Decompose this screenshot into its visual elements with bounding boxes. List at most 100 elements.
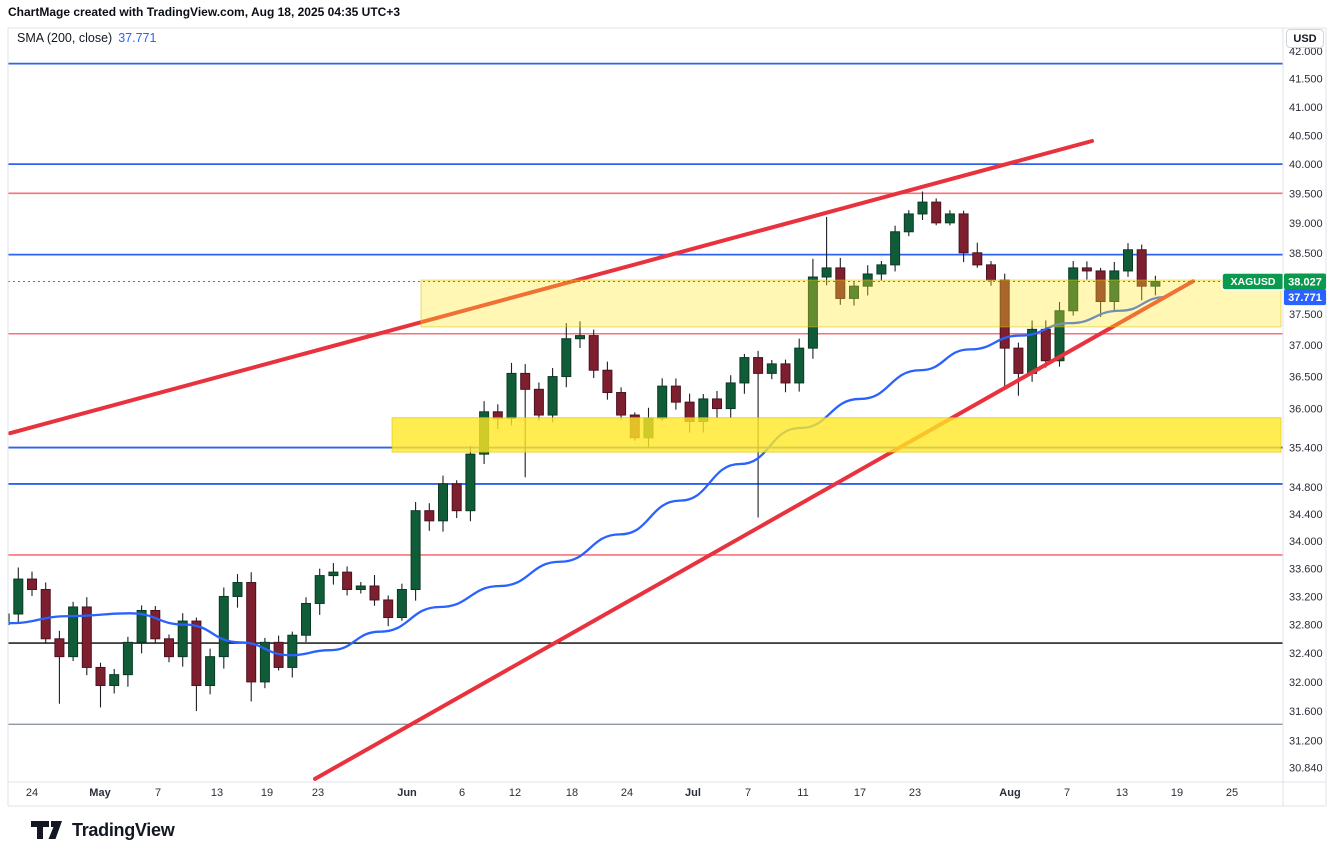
candle-up [328,571,339,577]
candle-down [451,483,462,512]
x-axis-tick: 7 [745,787,751,799]
plot-area[interactable] [0,62,1283,781]
highlight-zone[interactable] [391,417,1282,453]
x-axis-tick: 17 [854,787,866,799]
y-axis-tick: 30.840 [1289,763,1323,775]
candle-up [1150,280,1161,287]
trendline[interactable] [313,279,1195,781]
x-axis-tick: 13 [1116,787,1128,799]
candle-down [1040,328,1051,362]
candle-up [314,575,325,604]
candle-down [383,599,394,619]
candle-down [986,264,996,281]
candle-down [1013,347,1024,374]
y-axis-tick: 31.200 [1289,736,1323,748]
last-price-badge: 38.027 [1284,273,1326,290]
y-axis-tick: 37.000 [1289,340,1323,352]
candle-up [1054,310,1065,362]
y-axis-tick: 39.000 [1289,218,1323,230]
candle-up [177,620,188,658]
y-axis-tick: 32.400 [1289,648,1323,660]
sma-value-badge: 37.771 [1284,289,1326,306]
x-axis-tick: 7 [1064,787,1070,799]
y-axis-tick: 36.500 [1289,372,1323,384]
candle-down [54,638,65,658]
x-axis-tick: 25 [1226,787,1238,799]
x-axis-tick: 7 [155,787,161,799]
highlight-zone[interactable] [420,279,1282,328]
candle-up [807,276,818,349]
candle-down [369,585,380,601]
candle-up [739,357,750,384]
x-axis-tick: 11 [797,787,808,799]
candle-down [670,385,681,403]
y-axis-tick: 34.000 [1289,536,1323,548]
candle-up [68,606,79,658]
candle-down [1081,267,1092,272]
x-axis-tick: 23 [909,787,921,799]
x-axis-tick: 23 [312,787,324,799]
candle-down [931,201,942,224]
x-axis-tick: 24 [26,787,38,799]
y-axis-tick: 31.600 [1289,706,1323,718]
candle-up [547,376,558,416]
sma-200-line[interactable] [8,295,1166,657]
y-axis-tick: 36.000 [1289,404,1323,416]
x-axis-tick: 19 [1171,787,1183,799]
candle-down [95,666,106,687]
candle-down [424,510,435,522]
candle-up [410,510,421,590]
candle-up [821,267,832,278]
x-axis-tick: 24 [621,787,633,799]
candle-up [218,595,229,658]
candle-down [588,335,599,371]
x-axis-tick: 12 [509,787,521,799]
candle-up [944,213,955,224]
y-axis-tick: 41.000 [1289,102,1323,114]
indicator-name: SMA (200, close) [17,31,113,45]
candle-down [616,392,627,416]
trendline[interactable] [8,139,1094,436]
price-axis[interactable]: 42.000 41.500 41.000 40.500 40.000 39.500 39.0… [1289,46,1323,775]
candle-up [122,641,133,676]
y-axis-tick: 33.600 [1289,564,1323,576]
indicator-value: 37.771 [118,31,157,45]
candle-up [109,674,120,687]
indicator-legend[interactable]: SMA (200, close) 37.771 [17,31,156,45]
tradingview-brand-text: TradingView [72,819,175,840]
candle-up [205,656,216,687]
y-axis-tick: 34.400 [1289,509,1323,521]
candle-up [917,201,928,215]
candle-up [1109,270,1120,303]
candle-up [287,634,298,668]
candle-down [191,620,202,687]
candle-down [780,363,791,384]
candle-up [876,264,887,275]
candle-down [533,388,544,416]
x-axis-tick: Jul [685,787,701,799]
footer-brand-row[interactable]: TradingView [30,816,175,844]
candle-up [465,453,476,512]
symbol-price-label: XAGUSD [1221,272,1285,291]
time-axis[interactable]: 24 May 7 13 19 23 Jun 6 12 18 24 Jul 7 11 17 23 Aug 7 13 19… [26,787,1238,799]
candle-up [794,347,805,384]
y-axis-tick: 34.800 [1289,482,1323,494]
candle-down [81,606,92,668]
candle-down [835,267,846,299]
x-axis-tick: 13 [211,787,223,799]
candle-down [1136,249,1147,287]
candle-down [40,588,51,640]
y-axis-tick: 40.000 [1289,159,1323,171]
y-axis-tick: 35.400 [1289,443,1323,455]
y-axis-tick: 32.000 [1289,677,1323,689]
candle-down [958,213,969,254]
candle-up [561,338,572,378]
currency-unit-button[interactable]: USD [1286,29,1324,48]
candle-down [520,372,531,390]
y-axis-tick: 42.000 [1289,46,1323,58]
y-axis-tick: 32.800 [1289,620,1323,632]
candle-up [13,578,24,615]
x-axis-tick: Aug [999,787,1020,799]
